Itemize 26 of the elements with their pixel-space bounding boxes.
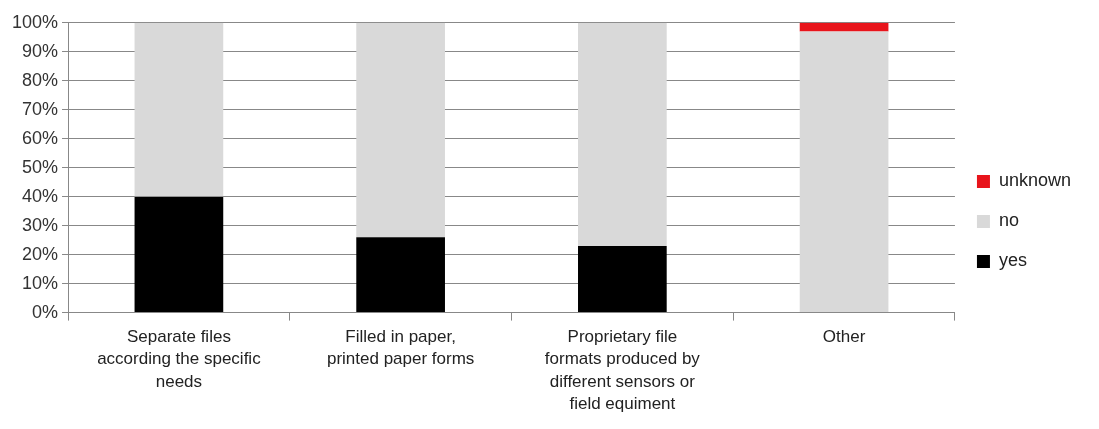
y-tick-label: 100%: [11, 11, 59, 32]
bar: [799, 22, 889, 32]
legend-label: no: [998, 210, 1019, 231]
y-tick-label: 40%: [22, 185, 59, 206]
y-tick-label: 20%: [22, 243, 59, 264]
y-tick-label: 10%: [22, 272, 59, 293]
y-tick-label: 90%: [22, 40, 59, 61]
bar: [799, 31, 889, 313]
bar: [134, 196, 224, 313]
bar: [356, 22, 445, 238]
x-tick-label: Other: [822, 327, 866, 347]
x-tick-label: Proprietary file formats produced by different sensors or field equiment: [544, 327, 701, 413]
x-tick-label: Separate files according the specific needs: [97, 327, 262, 391]
legend-label: yes: [998, 250, 1027, 271]
legend-label: unknown: [998, 170, 1072, 191]
bar: [356, 237, 445, 313]
y-tick-label: 80%: [22, 69, 59, 90]
y-tick-label: 0%: [32, 301, 59, 322]
y-tick-label: 50%: [22, 156, 59, 177]
x-tick-label: Filled in paper, printed paper forms: [326, 327, 475, 369]
bar: [134, 22, 224, 197]
y-tick-label: 60%: [22, 127, 59, 148]
bar: [578, 22, 667, 246]
y-tick-label: 30%: [22, 214, 59, 235]
y-tick-label: 70%: [22, 98, 59, 119]
bar: [578, 245, 667, 313]
